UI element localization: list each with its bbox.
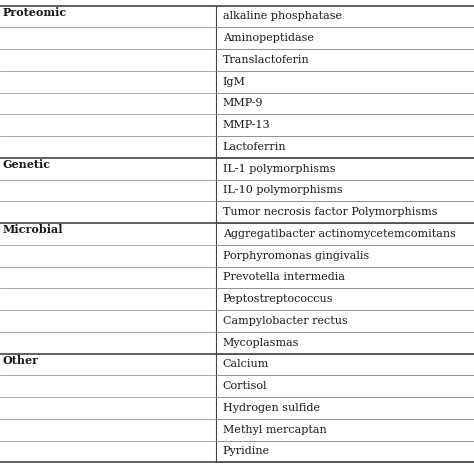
- Text: Campylobacter rectus: Campylobacter rectus: [223, 316, 347, 326]
- Text: Aminopeptidase: Aminopeptidase: [223, 33, 314, 43]
- Bar: [0, 6, 474, 27]
- Text: Microbial: Microbial: [2, 225, 63, 235]
- Bar: [0, 440, 474, 462]
- Bar: [0, 71, 474, 93]
- Text: Prevotella intermedia: Prevotella intermedia: [223, 273, 345, 282]
- Text: Translactoferin: Translactoferin: [223, 55, 310, 65]
- Text: Porphyromonas gingivalis: Porphyromonas gingivalis: [223, 251, 369, 260]
- Text: Cortisol: Cortisol: [223, 381, 267, 391]
- Text: Lactoferrin: Lactoferrin: [223, 142, 286, 152]
- Text: Mycoplasmas: Mycoplasmas: [223, 338, 299, 348]
- Bar: [0, 223, 474, 245]
- Text: Pyridine: Pyridine: [223, 446, 270, 456]
- Text: MMP-13: MMP-13: [223, 120, 270, 130]
- Bar: [0, 419, 474, 440]
- Bar: [0, 158, 474, 179]
- Bar: [0, 49, 474, 71]
- Bar: [0, 136, 474, 158]
- Bar: [0, 332, 474, 354]
- Bar: [0, 310, 474, 332]
- Text: IL-1 polymorphisms: IL-1 polymorphisms: [223, 164, 335, 174]
- Bar: [0, 267, 474, 288]
- Bar: [0, 201, 474, 223]
- Text: Aggregatibacter actinomycetemcomitans: Aggregatibacter actinomycetemcomitans: [223, 229, 456, 239]
- Text: Peptostreptococcus: Peptostreptococcus: [223, 294, 333, 304]
- Text: IgM: IgM: [223, 77, 246, 87]
- Bar: [0, 179, 474, 201]
- Bar: [0, 354, 474, 375]
- Text: alkaline phosphatase: alkaline phosphatase: [223, 12, 342, 21]
- Bar: [0, 114, 474, 136]
- Text: Proteomic: Proteomic: [2, 7, 67, 18]
- Text: Tumor necrosis factor Polymorphisms: Tumor necrosis factor Polymorphisms: [223, 207, 438, 217]
- Text: IL-10 polymorphisms: IL-10 polymorphisms: [223, 185, 342, 195]
- Bar: [0, 27, 474, 49]
- Bar: [0, 375, 474, 397]
- Text: Other: Other: [2, 355, 38, 366]
- Text: MMP-9: MMP-9: [223, 98, 263, 109]
- Bar: [0, 245, 474, 267]
- Text: Methyl mercaptan: Methyl mercaptan: [223, 425, 327, 435]
- Bar: [0, 93, 474, 114]
- Text: Calcium: Calcium: [223, 359, 269, 370]
- Text: Genetic: Genetic: [2, 159, 51, 170]
- Bar: [0, 397, 474, 419]
- Bar: [0, 288, 474, 310]
- Text: Hydrogen sulfide: Hydrogen sulfide: [223, 403, 320, 413]
